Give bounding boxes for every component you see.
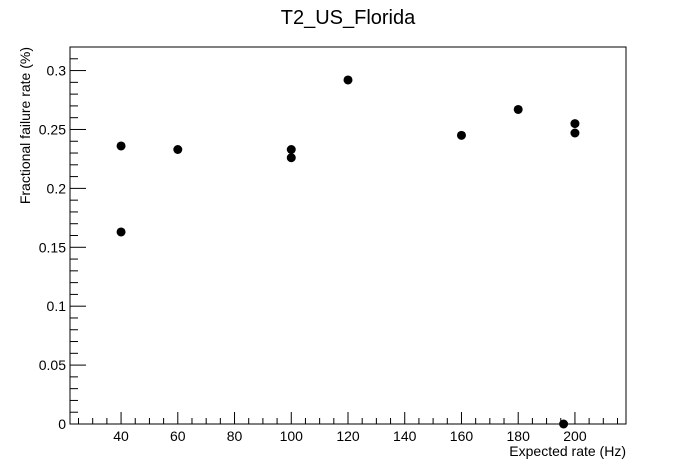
chart-title: T2_US_Florida bbox=[281, 7, 416, 29]
x-tick-label: 40 bbox=[113, 428, 129, 444]
data-point bbox=[286, 153, 296, 163]
x-tick-label: 100 bbox=[280, 428, 304, 444]
plot-frame bbox=[69, 46, 627, 425]
y-tick-label: 0.1 bbox=[47, 298, 67, 314]
x-tick-label: 60 bbox=[170, 428, 186, 444]
x-tick-label: 160 bbox=[450, 428, 474, 444]
data-point bbox=[559, 419, 569, 429]
y-tick-label: 0.3 bbox=[47, 63, 67, 79]
data-point bbox=[456, 130, 466, 140]
x-tick-label: 140 bbox=[393, 428, 417, 444]
data-point bbox=[513, 104, 523, 114]
data-point bbox=[343, 75, 353, 85]
y-tick-label: 0.15 bbox=[39, 239, 66, 255]
y-tick-label: 0.25 bbox=[39, 121, 66, 137]
data-point bbox=[286, 144, 296, 154]
data-point bbox=[116, 227, 126, 237]
y-axis: 0 0.05 0.1 0.15 0.2 0.25 0.3 bbox=[39, 46, 86, 432]
x-tick-label: 180 bbox=[507, 428, 531, 444]
x-tick-label: 120 bbox=[336, 428, 360, 444]
y-tick-label: 0.2 bbox=[47, 180, 67, 196]
data-point bbox=[570, 128, 580, 138]
data-point bbox=[116, 141, 126, 151]
x-tick-label: 80 bbox=[227, 428, 243, 444]
x-axis: 40 60 80 100 120 140 160 180 200 bbox=[78, 412, 618, 444]
y-tick-label: 0 bbox=[58, 416, 66, 432]
y-axis-label: Fractional failure rate (%) bbox=[17, 47, 33, 204]
x-axis-label: Expected rate (Hz) bbox=[509, 443, 626, 459]
x-tick-label: 200 bbox=[563, 428, 587, 444]
y-tick-label: 0.05 bbox=[39, 357, 66, 373]
data-series bbox=[116, 75, 580, 429]
data-point bbox=[570, 119, 580, 129]
data-point bbox=[173, 144, 183, 154]
